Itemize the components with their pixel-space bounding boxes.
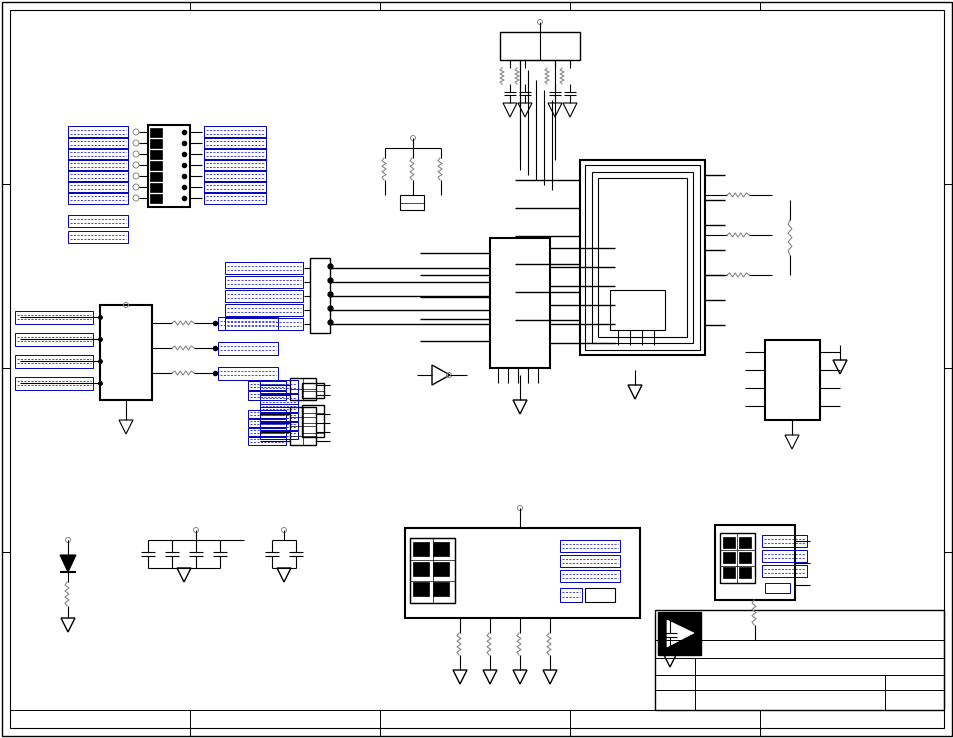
Bar: [15, 377, 92, 390]
Bar: [260, 413, 297, 421]
Bar: [290, 378, 315, 400]
Bar: [150, 172, 162, 181]
Bar: [150, 194, 162, 203]
Bar: [761, 535, 806, 547]
Bar: [150, 183, 162, 192]
Bar: [204, 170, 266, 182]
Bar: [218, 367, 277, 380]
Bar: [204, 137, 266, 149]
Bar: [722, 552, 734, 563]
Bar: [68, 126, 128, 138]
Bar: [559, 540, 619, 552]
Bar: [68, 148, 128, 160]
Bar: [413, 562, 429, 576]
Bar: [150, 161, 162, 170]
Bar: [225, 276, 303, 288]
Bar: [15, 311, 92, 324]
Bar: [722, 537, 734, 548]
Bar: [290, 378, 315, 400]
Bar: [739, 567, 750, 578]
Bar: [248, 391, 286, 400]
Bar: [68, 159, 128, 171]
Bar: [260, 404, 297, 412]
Bar: [499, 32, 579, 60]
Bar: [310, 258, 330, 333]
Bar: [204, 192, 266, 204]
Bar: [68, 192, 128, 204]
Bar: [68, 137, 128, 149]
Bar: [764, 583, 789, 593]
Bar: [204, 159, 266, 171]
Bar: [225, 304, 303, 316]
Bar: [248, 381, 286, 390]
Bar: [413, 542, 429, 556]
Bar: [592, 172, 692, 343]
Bar: [739, 552, 750, 563]
Bar: [413, 582, 429, 596]
Bar: [720, 533, 754, 583]
Bar: [609, 290, 664, 330]
Bar: [739, 537, 750, 548]
Bar: [722, 567, 734, 578]
Polygon shape: [60, 555, 76, 572]
Bar: [260, 422, 297, 430]
Bar: [302, 405, 324, 437]
Bar: [559, 555, 619, 567]
Bar: [260, 380, 297, 393]
Bar: [290, 407, 315, 445]
Bar: [218, 342, 277, 355]
Bar: [248, 419, 286, 427]
Bar: [764, 340, 820, 420]
Bar: [761, 550, 806, 562]
Bar: [260, 394, 297, 407]
Bar: [559, 588, 581, 602]
Bar: [598, 178, 686, 337]
Bar: [148, 125, 190, 207]
Bar: [260, 431, 297, 439]
Bar: [204, 126, 266, 138]
Bar: [410, 538, 455, 603]
Bar: [579, 160, 704, 355]
Bar: [218, 317, 277, 330]
Bar: [15, 333, 92, 346]
Bar: [399, 195, 423, 210]
Bar: [248, 437, 286, 445]
Bar: [248, 410, 286, 418]
Bar: [225, 290, 303, 302]
Polygon shape: [666, 620, 693, 647]
Bar: [68, 170, 128, 182]
Bar: [761, 565, 806, 577]
Bar: [714, 525, 794, 600]
Bar: [150, 139, 162, 148]
Bar: [302, 383, 324, 398]
Bar: [405, 528, 639, 618]
Bar: [15, 355, 92, 368]
Bar: [655, 610, 943, 710]
Bar: [433, 582, 449, 596]
Bar: [68, 231, 128, 243]
Bar: [490, 238, 550, 368]
Bar: [100, 305, 152, 400]
Bar: [150, 128, 162, 137]
Bar: [204, 181, 266, 193]
Bar: [225, 262, 303, 274]
Bar: [559, 570, 619, 582]
Bar: [204, 148, 266, 160]
Bar: [658, 612, 700, 655]
Bar: [584, 588, 615, 602]
Bar: [433, 562, 449, 576]
Bar: [68, 215, 128, 227]
Bar: [290, 407, 315, 445]
Bar: [720, 533, 754, 583]
Bar: [433, 542, 449, 556]
Bar: [248, 428, 286, 436]
Bar: [68, 181, 128, 193]
Bar: [150, 150, 162, 159]
Bar: [225, 318, 303, 330]
Bar: [410, 538, 455, 603]
Bar: [584, 165, 700, 350]
